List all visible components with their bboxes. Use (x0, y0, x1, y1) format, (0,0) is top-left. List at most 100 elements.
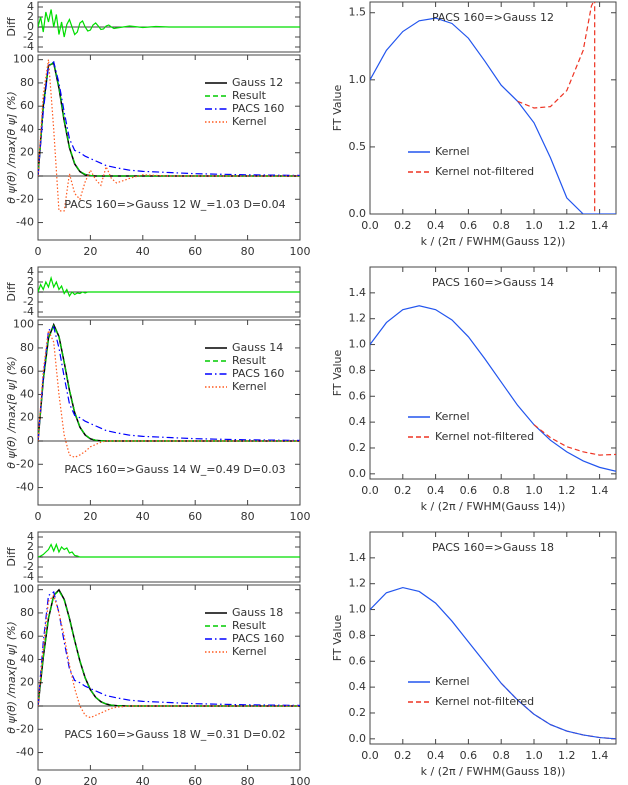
y-axis-label: θ ψ(θ) /max[θ ψ] (%) (5, 621, 18, 734)
y-tick-label: 0.6 (349, 389, 367, 402)
axes-frame (37, 584, 301, 771)
legend-label: Kernel (435, 145, 470, 158)
y-tick-label: -2 (23, 295, 34, 308)
y-axis-label: FT Value (331, 614, 344, 661)
y-tick-label: 0.5 (349, 140, 367, 153)
x-tick-label: 60 (188, 775, 202, 785)
y-tick-label: 60 (20, 364, 34, 377)
chart-title: PACS 160=>Gauss 18 (432, 541, 554, 554)
axes-frame (369, 1, 617, 215)
x-tick-label: 1.4 (591, 484, 609, 497)
x-tick-label: 0.2 (394, 484, 412, 497)
y-tick-label: -2 (23, 560, 34, 573)
y-tick-label: 0.6 (349, 654, 367, 667)
data-line (500, 682, 616, 740)
y-tick-label: 0.0 (349, 732, 367, 745)
data-line (38, 60, 300, 177)
annotation: PACS 160=>Gauss 14 W_=0.49 D=0.03 (64, 463, 285, 476)
y-tick-label: 4 (27, 0, 34, 13)
plot-area (38, 59, 300, 212)
y-tick-label: 1.0 (349, 73, 367, 86)
data-line (38, 594, 300, 719)
annotation: PACS 160=>Gauss 18 W_=0.31 D=0.02 (64, 728, 285, 741)
y-tick-label: 1.4 (349, 286, 367, 299)
x-tick-label: 1.4 (591, 219, 609, 232)
legend-label: Result (232, 89, 267, 102)
y-tick-label: 0.0 (349, 207, 367, 220)
y-tick-label: 0.8 (349, 628, 367, 641)
legend-label: Kernel (232, 115, 267, 128)
plot-area (38, 322, 300, 458)
data-line (38, 324, 300, 442)
x-tick-label: 0.2 (394, 749, 412, 762)
y-axis-label: FT Value (331, 349, 344, 396)
axes-frame (369, 531, 617, 745)
x-tick-label: 80 (241, 245, 255, 258)
data-line (38, 275, 300, 298)
x-tick-label: 60 (188, 510, 202, 523)
y-tick-label: 100 (13, 53, 34, 66)
y-tick-label: 1.0 (349, 603, 367, 616)
data-line (370, 586, 616, 740)
legend-label: Kernel (435, 410, 470, 423)
y-axis-label: FT Value (331, 84, 344, 131)
chart-title: PACS 160=>Gauss 12 (432, 11, 554, 24)
x-tick-label: 60 (188, 245, 202, 258)
y-tick-label: 0.2 (349, 441, 367, 454)
y-axis-label: Diff (5, 17, 18, 37)
legend-label: Gauss 12 (232, 76, 283, 89)
plot-area (370, 586, 616, 740)
x-tick-label: 0 (35, 775, 42, 785)
y-tick-label: -2 (23, 30, 34, 43)
x-tick-label: 1.2 (558, 219, 576, 232)
y-tick-label: 100 (13, 318, 34, 331)
plot-area (38, 588, 300, 719)
data-line (533, 424, 616, 456)
x-tick-label: 40 (136, 775, 150, 785)
x-tick-label: 0.6 (460, 749, 478, 762)
y-tick-label: 2 (27, 10, 34, 23)
y-tick-label: 0.8 (349, 363, 367, 376)
legend-label: Kernel (232, 380, 267, 393)
y-tick-label: -20 (16, 722, 34, 735)
legend-label: Result (232, 619, 267, 632)
legend-label: Kernel (232, 645, 267, 658)
y-tick-label: -4 (23, 305, 34, 318)
x-tick-label: 40 (136, 245, 150, 258)
y-axis-label: θ ψ(θ) /max[θ ψ] (%) (5, 91, 18, 204)
legend-label: Gauss 18 (232, 606, 283, 619)
x-tick-label: 1.0 (525, 749, 543, 762)
y-tick-label: 4 (27, 265, 34, 278)
y-tick-label: 20 (20, 411, 34, 424)
x-tick-label: 0.4 (427, 749, 445, 762)
y-tick-label: 80 (20, 76, 34, 89)
x-tick-label: 1.0 (525, 219, 543, 232)
y-tick-label: 1.2 (349, 577, 367, 590)
data-line (38, 591, 300, 707)
x-tick-label: 80 (241, 510, 255, 523)
y-tick-label: 40 (20, 387, 34, 400)
y-tick-label: -20 (16, 457, 34, 470)
x-tick-label: 1.0 (525, 484, 543, 497)
legend-label: PACS 160 (232, 632, 284, 645)
x-tick-label: 0.4 (427, 219, 445, 232)
legend-label: Gauss 14 (232, 341, 283, 354)
data-line (38, 326, 300, 442)
y-tick-label: 0 (27, 434, 34, 447)
annotation: PACS 160=>Gauss 12 W_=1.03 D=0.04 (64, 198, 285, 211)
x-tick-label: 0.6 (460, 219, 478, 232)
y-tick-label: 0.2 (349, 706, 367, 719)
y-tick-label: 20 (20, 676, 34, 689)
plot-area (38, 275, 300, 298)
x-tick-label: 0.0 (361, 484, 379, 497)
x-tick-label: 1.2 (558, 749, 576, 762)
y-tick-label: 0.4 (349, 415, 367, 428)
legend-label: Kernel not-filtered (435, 430, 534, 443)
x-tick-label: 20 (83, 510, 97, 523)
y-tick-label: 1.0 (349, 338, 367, 351)
data-line (38, 9, 300, 38)
data-line (38, 328, 300, 458)
plot-area (38, 542, 300, 558)
x-tick-label: 0.2 (394, 219, 412, 232)
